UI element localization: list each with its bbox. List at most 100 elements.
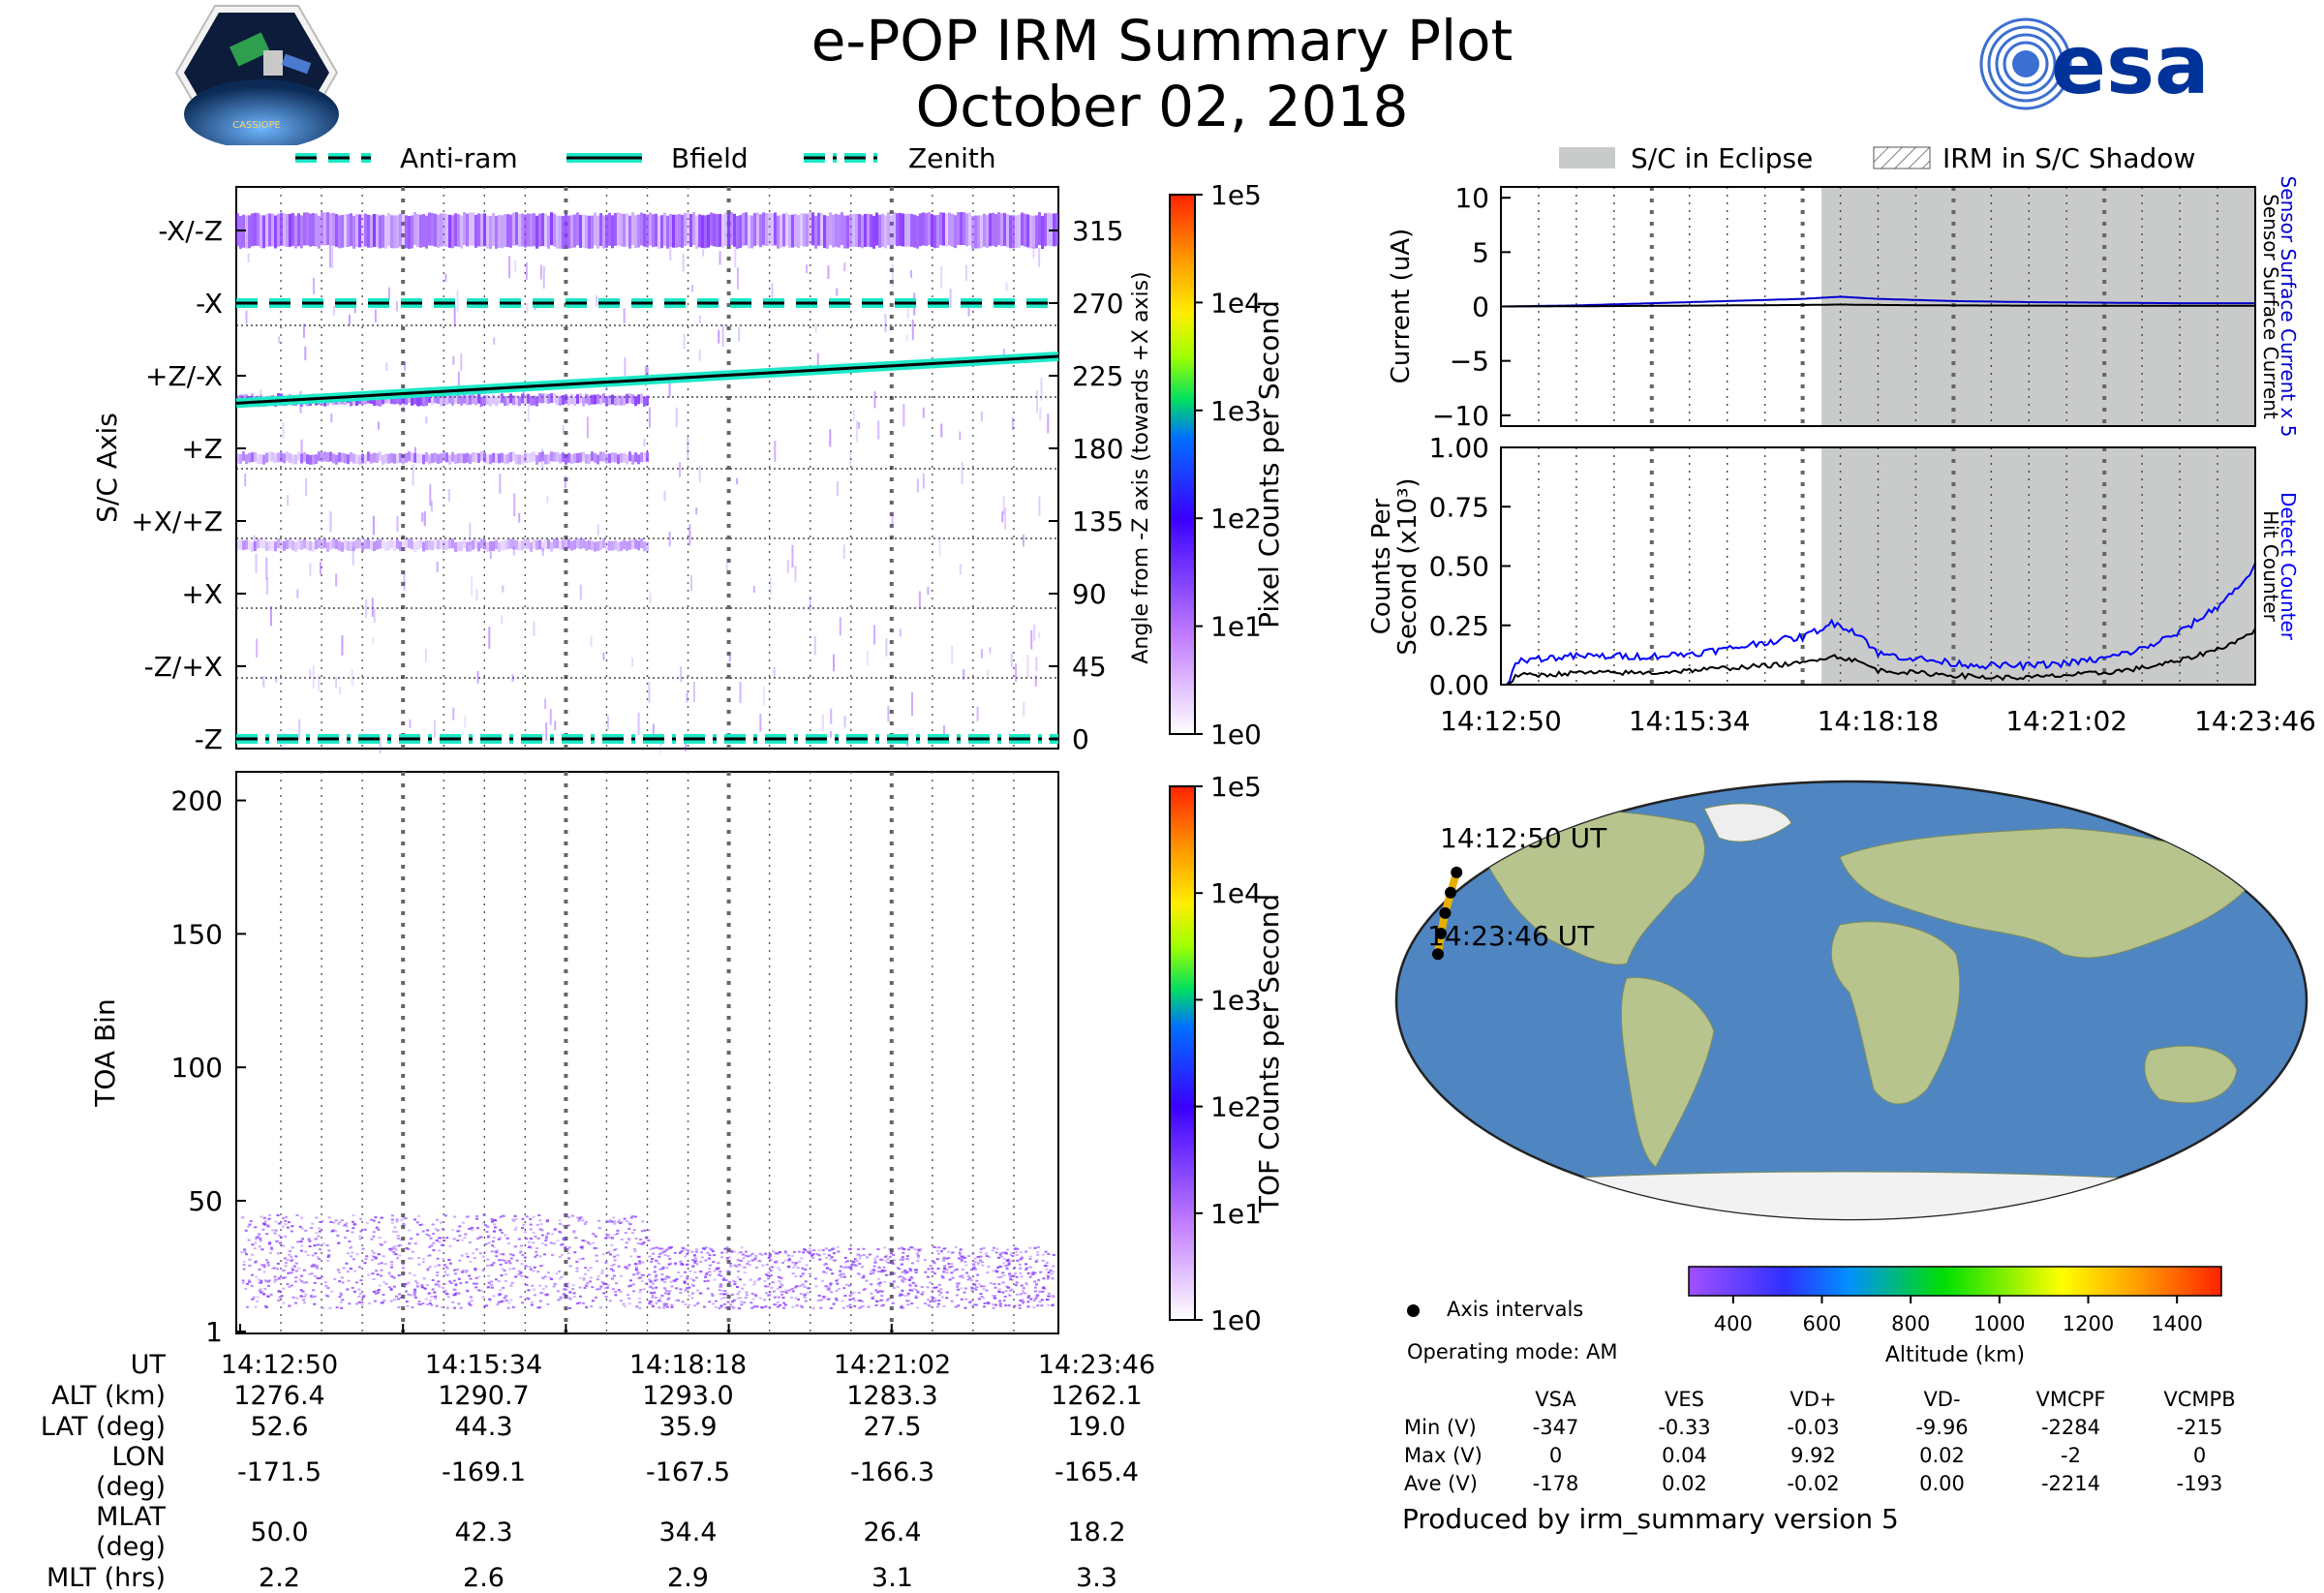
tof-pixel [311, 1254, 315, 1257]
tof-pixel [268, 1241, 272, 1244]
pixel-count-column [405, 394, 408, 405]
tof-pixel [609, 1253, 613, 1256]
voltage-cell: -215 [2176, 1415, 2223, 1439]
pixel-count-column [251, 452, 254, 463]
pixel-count-column [591, 215, 594, 249]
tof-pixel [804, 1280, 808, 1283]
tof-pixel [1026, 1271, 1030, 1274]
tof-pixel [350, 1255, 353, 1258]
tof-pixel [372, 1235, 376, 1238]
tof-pixel [291, 1269, 295, 1271]
tof-pixel [670, 1303, 674, 1306]
colorbar-tick-label: 1e4 [1210, 877, 1262, 909]
pixel-count-column [419, 214, 422, 248]
tof-pixel [945, 1271, 949, 1274]
pixel-count-column [486, 454, 489, 465]
tof-pixel [817, 1249, 821, 1252]
tof-pixel [321, 1219, 324, 1222]
right-series-label: Sensor Surface Current [2259, 194, 2282, 419]
cassiope-logo: CASSIOPE [174, 5, 339, 145]
tof-pixel [437, 1283, 441, 1286]
tof-pixel [849, 1247, 853, 1250]
tof-pixel [284, 1276, 288, 1279]
tof-pixel [474, 1276, 478, 1279]
tof-pixel [753, 1294, 757, 1297]
tof-pixel [667, 1293, 671, 1296]
pixel-count-column [434, 452, 437, 463]
tof-pixel [971, 1263, 975, 1266]
tof-pixel [357, 1266, 361, 1269]
tof-pixel [493, 1226, 497, 1229]
pixel-speckle [637, 712, 640, 736]
tof-pixel [879, 1304, 883, 1307]
tof-pixel [363, 1228, 367, 1231]
tof-pixel [679, 1260, 683, 1263]
tof-pixel [873, 1261, 877, 1264]
tof-pixel [956, 1288, 960, 1291]
tof-pixel [777, 1267, 780, 1270]
tof-pixel [453, 1289, 457, 1292]
pixel-count-column [550, 541, 553, 552]
tof-pixel [1028, 1266, 1032, 1269]
pixel-speckle [256, 638, 259, 659]
tof-pixel [319, 1220, 322, 1223]
tof-pixel [540, 1292, 544, 1295]
tof-pixel [1040, 1299, 1044, 1302]
ephemeris-cell: -167.5 [645, 1456, 731, 1487]
series-detect-counter [1501, 562, 2256, 686]
pixel-count-column [315, 539, 318, 550]
tof-pixel [560, 1253, 564, 1256]
altitude-tick-label: 1200 [2063, 1312, 2114, 1335]
tof-pixel [994, 1269, 997, 1271]
pixel-speckle [287, 495, 290, 505]
tof-pixel [267, 1213, 271, 1216]
pixel-count-column [466, 541, 469, 552]
tof-pixel [891, 1302, 895, 1304]
colorbar-tick-label: 1e5 [1210, 179, 1262, 211]
tof-pixel [259, 1291, 262, 1294]
tof-pixel [829, 1306, 833, 1309]
tof-pixel [265, 1233, 269, 1236]
pixel-count-column [329, 451, 332, 462]
pixel-count-column [344, 453, 347, 464]
tof-pixel [627, 1238, 630, 1241]
tof-pixel [997, 1265, 1001, 1268]
pixel-speckle [489, 551, 492, 560]
tof-pixel [1020, 1275, 1024, 1278]
pixel-speckle [967, 302, 970, 317]
tof-pixel [787, 1254, 791, 1257]
pixel-speckle [885, 637, 888, 657]
tof-pixel [493, 1218, 497, 1221]
pixel-count-column [675, 214, 678, 248]
tof-pixel [436, 1274, 440, 1277]
pixel-count-column [524, 538, 527, 549]
tof-pixel [338, 1280, 342, 1283]
tof-pixel [654, 1275, 657, 1278]
tof-pixel [750, 1259, 754, 1262]
tof-pixel [256, 1300, 260, 1302]
tof-pixel [628, 1223, 632, 1226]
tof-pixel [340, 1219, 344, 1222]
tof-pixel [955, 1282, 959, 1285]
pixel-count-column [239, 453, 242, 464]
pixel-count-column [242, 451, 245, 462]
tof-pixel [942, 1268, 946, 1271]
tof-pixel [607, 1220, 611, 1223]
pixel-count-column [524, 394, 527, 405]
tof-pixel [896, 1267, 900, 1270]
tof-pixel [417, 1263, 421, 1266]
pixel-count-column [527, 213, 530, 247]
tof-pixel [668, 1247, 672, 1250]
pixel-count-column [565, 538, 567, 549]
tof-pixel [729, 1262, 733, 1265]
tof-pixel [901, 1271, 904, 1273]
tof-pixel [606, 1251, 610, 1254]
tof-pixel [972, 1264, 976, 1267]
pixel-count-column [599, 213, 602, 247]
tof-pixel [533, 1288, 536, 1291]
tof-pixel [752, 1259, 756, 1262]
tof-pixel [781, 1261, 785, 1264]
y-tick-label: 10 [1454, 182, 1489, 214]
tof-pixel [612, 1263, 616, 1266]
tof-pixel [992, 1270, 995, 1272]
